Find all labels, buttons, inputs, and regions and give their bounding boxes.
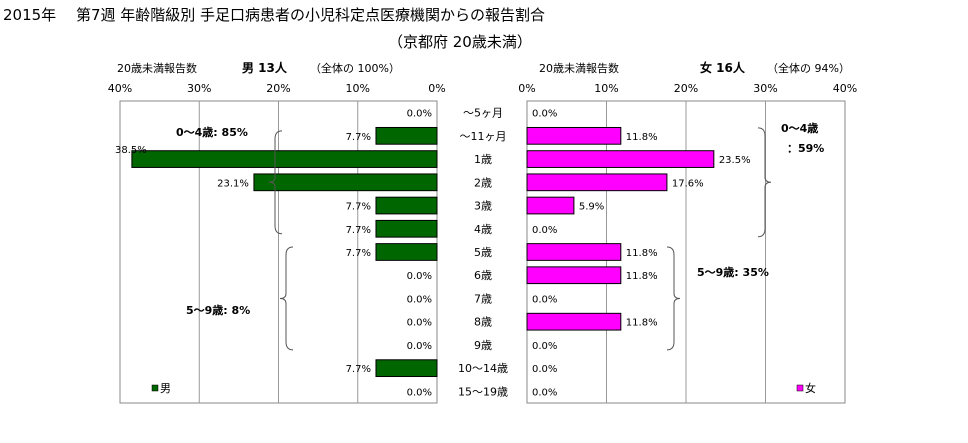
male-data-label: 7.7% xyxy=(346,132,371,143)
female-bar xyxy=(526,150,715,168)
female-bar xyxy=(526,312,622,331)
category-label: ～5ヶ月 xyxy=(463,107,503,120)
chart-subtitle: （京都府 20歳未満） xyxy=(388,33,532,51)
female-data-label: 17.6% xyxy=(672,178,704,189)
female-data-label: 11.8% xyxy=(626,318,658,329)
female-bracket-0-4 xyxy=(757,127,772,238)
male-data-label: 7.7% xyxy=(346,202,371,213)
male-count-label: 男 13人 xyxy=(242,60,288,75)
male-annotation-0-4: 0～4歳: 85% xyxy=(176,125,248,139)
female-bar xyxy=(526,243,622,261)
category-label: 7歳 xyxy=(474,292,492,305)
female-legend-label: 女 xyxy=(805,381,816,395)
female-data-label: 0.0% xyxy=(532,387,557,398)
male-annotation-5-9: 5～9歳: 8% xyxy=(186,303,250,317)
female-tick-label: 0% xyxy=(518,82,535,95)
male-data-label: 23.1% xyxy=(217,178,249,189)
category-label: 3歳 xyxy=(474,200,492,213)
female-data-label: 0.0% xyxy=(532,341,557,352)
female-bar xyxy=(526,126,622,145)
male-data-label: 0.0% xyxy=(407,109,432,120)
male-data-label: 0.0% xyxy=(407,318,432,329)
male-tick-label: 0% xyxy=(428,82,445,95)
male-tick-label: 10% xyxy=(346,82,370,95)
male-bar xyxy=(375,243,438,261)
female-tick-label: 20% xyxy=(674,82,698,95)
male-bar xyxy=(253,173,438,192)
category-label: 2歳 xyxy=(474,176,492,189)
male-data-label: 38.5% xyxy=(115,145,147,156)
female-data-label: 0.0% xyxy=(532,225,557,236)
female-data-label: 0.0% xyxy=(532,109,557,120)
female-data-label: 11.8% xyxy=(626,132,658,143)
category-label: 8歳 xyxy=(474,316,492,329)
female-bar xyxy=(526,173,668,192)
female-data-label: 11.8% xyxy=(626,271,658,282)
female-annotation-0-4: 0～4歳 xyxy=(781,121,818,135)
female-data-label: 23.5% xyxy=(719,155,751,166)
female-data-label: 11.8% xyxy=(626,248,658,259)
female-annotation-5-9: 5～9歳: 35% xyxy=(697,265,769,279)
female-data-label: 0.0% xyxy=(532,364,557,375)
chart-title: 2015年 第7週 年齢階級別 手足口病患者の小児科定点医療機関からの報告割合 xyxy=(3,6,546,24)
female-tick-label: 10% xyxy=(594,82,618,95)
male-data-label: 0.0% xyxy=(407,341,432,352)
category-label: ～11ヶ月 xyxy=(460,130,507,143)
category-label: 10～14歳 xyxy=(458,362,508,375)
female-tick-label: 40% xyxy=(833,82,857,95)
female-data-label: 0.0% xyxy=(532,294,557,305)
male-data-label: 0.0% xyxy=(407,294,432,305)
category-label: 6歳 xyxy=(474,269,492,282)
female-annotation-0-4-share: ：59% xyxy=(787,142,824,155)
male-bar xyxy=(131,150,438,168)
female-panel-label: 20歳未満報告数 xyxy=(539,62,619,75)
category-label: 15～19歳 xyxy=(458,385,508,398)
female-bracket-5-9 xyxy=(666,246,681,351)
female-bar xyxy=(526,266,622,285)
male-tick-label: 40% xyxy=(108,82,132,95)
male-legend-label: 男 xyxy=(160,382,171,395)
category-label: 5歳 xyxy=(474,246,492,259)
male-data-label: 7.7% xyxy=(346,248,371,259)
male-bar xyxy=(375,196,438,215)
category-label: 4歳 xyxy=(474,223,492,236)
male-tick-label: 20% xyxy=(266,82,290,95)
female-bar xyxy=(526,196,575,215)
male-bar xyxy=(375,359,438,378)
category-label: 1歳 xyxy=(474,153,492,166)
male-bar xyxy=(375,126,438,145)
female-tick-label: 30% xyxy=(753,82,777,95)
male-data-label: 0.0% xyxy=(407,271,432,282)
female-count-label: 女 16人 xyxy=(700,60,746,75)
female-share-label: （全体の 94%） xyxy=(767,61,850,75)
female-data-label: 5.9% xyxy=(579,202,604,213)
male-legend-swatch xyxy=(151,384,159,392)
male-tick-label: 30% xyxy=(187,82,211,95)
female-legend-swatch xyxy=(796,384,804,392)
male-bar xyxy=(375,219,438,238)
male-bracket-0-4 xyxy=(268,130,283,235)
male-data-label: 7.7% xyxy=(346,225,371,236)
male-share-label: （全体の 100%） xyxy=(310,61,400,75)
category-label: 9歳 xyxy=(474,339,492,352)
male-data-label: 7.7% xyxy=(346,364,371,375)
male-bracket-5-9 xyxy=(279,246,294,351)
male-data-label: 0.0% xyxy=(407,387,432,398)
male-panel-label: 20歳未満報告数 xyxy=(117,62,197,75)
